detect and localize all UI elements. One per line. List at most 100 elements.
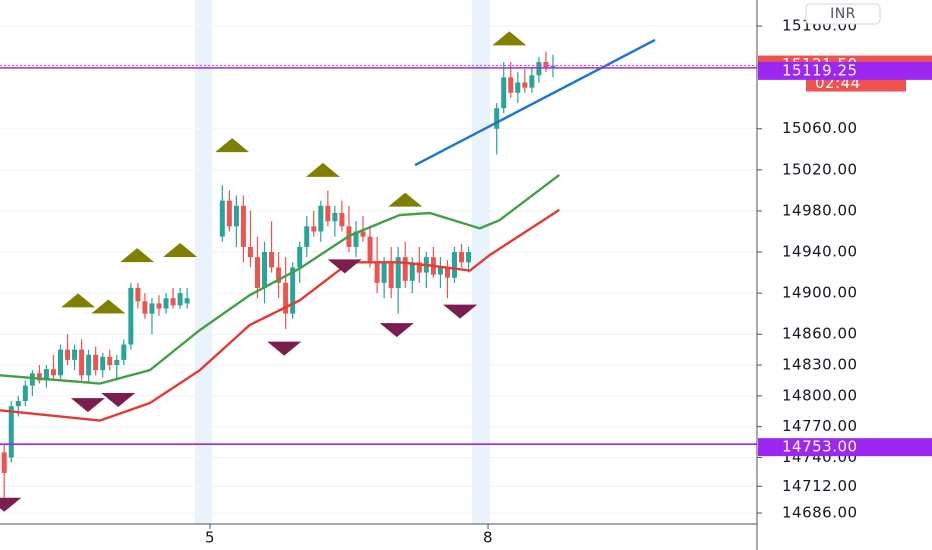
candle-body bbox=[353, 231, 359, 247]
candle-body bbox=[409, 262, 415, 281]
down-marker bbox=[101, 392, 136, 407]
candle-body bbox=[311, 226, 317, 232]
currency-label: INR bbox=[830, 6, 856, 22]
candle-body bbox=[254, 257, 260, 288]
candle-body bbox=[107, 356, 113, 366]
candle-body bbox=[93, 354, 99, 371]
y-tick-label: 14800.00 bbox=[782, 386, 858, 404]
candle-body bbox=[142, 301, 148, 314]
candle-body bbox=[550, 65, 556, 68]
candle-body bbox=[226, 200, 232, 227]
candle-body bbox=[451, 252, 457, 278]
up-marker bbox=[163, 242, 198, 257]
up-marker bbox=[492, 31, 527, 46]
x-tick-label: 8 bbox=[483, 529, 493, 547]
candle-body bbox=[444, 267, 450, 278]
candle-body bbox=[29, 373, 35, 386]
candle-body bbox=[501, 77, 507, 109]
candle-body bbox=[15, 401, 21, 407]
candle-body bbox=[304, 226, 310, 247]
candle-body bbox=[283, 282, 289, 314]
candle-body bbox=[297, 246, 303, 268]
plot bbox=[0, 31, 757, 512]
candle-body bbox=[262, 252, 268, 288]
candle-body bbox=[79, 349, 85, 376]
y-tick-label: 15060.00 bbox=[782, 119, 858, 137]
candle-body bbox=[276, 267, 282, 283]
candle-body bbox=[367, 236, 373, 263]
down-marker bbox=[70, 398, 105, 413]
candle-body bbox=[1, 452, 7, 473]
candle-body bbox=[381, 262, 387, 283]
candle-body bbox=[135, 287, 141, 302]
candle-body bbox=[395, 257, 401, 288]
up-marker bbox=[215, 138, 250, 153]
y-tick-label: 14860.00 bbox=[782, 325, 858, 343]
down-marker bbox=[0, 497, 22, 512]
candle-body bbox=[149, 303, 155, 314]
candle-body bbox=[50, 369, 56, 376]
candle-body bbox=[247, 246, 253, 258]
candle-body bbox=[121, 344, 127, 360]
down-marker bbox=[267, 341, 302, 356]
candle-body bbox=[402, 257, 408, 281]
candle-body bbox=[233, 205, 239, 227]
y-tick-label: 15020.00 bbox=[782, 160, 858, 178]
candle-body bbox=[515, 82, 521, 93]
candle-body bbox=[100, 356, 106, 371]
candle-body bbox=[325, 205, 331, 222]
candle-body bbox=[65, 349, 71, 360]
candle-body bbox=[494, 108, 500, 129]
candle-body bbox=[290, 267, 296, 314]
line-series bbox=[0, 208, 560, 422]
x-tick-label: 5 bbox=[205, 529, 215, 547]
candle-body bbox=[114, 359, 120, 366]
y-tick-label: 14900.00 bbox=[782, 284, 858, 302]
line-series bbox=[0, 174, 561, 385]
up-marker bbox=[61, 293, 96, 308]
down-marker bbox=[379, 323, 414, 338]
candle-body bbox=[72, 349, 78, 360]
y-tick-label: 14830.00 bbox=[782, 356, 858, 374]
candle-body bbox=[318, 205, 324, 232]
price-label-box bbox=[758, 61, 932, 80]
currency-box bbox=[805, 3, 881, 25]
candle-body bbox=[86, 354, 92, 376]
candle-body bbox=[269, 252, 275, 268]
candle-body bbox=[36, 373, 42, 381]
grid bbox=[0, 25, 757, 514]
up-marker bbox=[388, 192, 423, 207]
candle-body bbox=[374, 262, 380, 283]
candle-body bbox=[163, 298, 169, 309]
price-label: 14753.00 bbox=[782, 438, 858, 456]
up-marker bbox=[120, 248, 155, 263]
candle-body bbox=[416, 262, 422, 273]
candle-body bbox=[437, 267, 443, 275]
candle-body bbox=[360, 231, 366, 237]
candle-body bbox=[43, 369, 49, 381]
candle-body bbox=[177, 293, 183, 306]
y-tick-label: 14686.00 bbox=[782, 504, 858, 522]
candle-body bbox=[529, 75, 535, 88]
y-tick-label: 14980.00 bbox=[782, 201, 858, 219]
candle-body bbox=[388, 262, 394, 288]
price-label: 15119.25 bbox=[782, 61, 858, 79]
candle-body bbox=[339, 212, 345, 227]
up-marker bbox=[91, 299, 126, 314]
y-tick-label: 14770.00 bbox=[782, 417, 858, 435]
candle-body bbox=[466, 252, 472, 263]
y-tick-label: 14712.00 bbox=[782, 477, 858, 495]
candle-body bbox=[543, 61, 549, 68]
session-band bbox=[195, 0, 212, 524]
up-marker bbox=[305, 162, 340, 177]
candle-body bbox=[128, 287, 134, 345]
candle-body bbox=[219, 200, 225, 237]
candle-body bbox=[58, 349, 64, 376]
down-marker bbox=[327, 259, 362, 274]
y-tick-label: 14940.00 bbox=[782, 243, 858, 261]
candle-body bbox=[332, 212, 338, 222]
line-series bbox=[414, 38, 656, 167]
down-marker bbox=[443, 304, 478, 319]
